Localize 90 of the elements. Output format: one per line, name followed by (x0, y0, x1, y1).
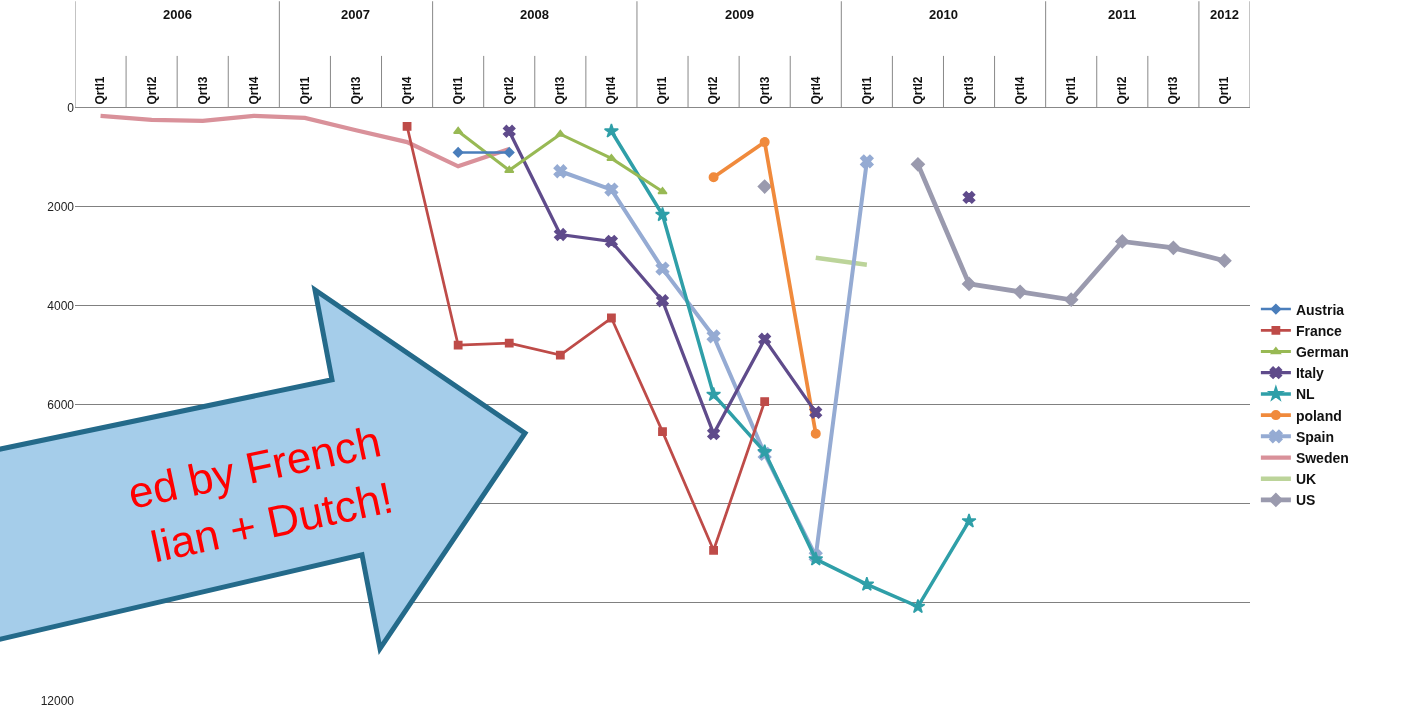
point (504, 338, 514, 348)
category-label: 2007 (341, 7, 370, 22)
point (553, 228, 567, 241)
category-label: Qrtl3 (195, 76, 210, 105)
category-label: Qrtl1 (1217, 76, 1232, 105)
point (657, 186, 668, 195)
point (860, 154, 874, 169)
category-label: Qrtl2 (502, 76, 517, 105)
category-label: Qrtl1 (451, 76, 466, 105)
category-label: Qrtl1 (93, 76, 108, 105)
point (757, 179, 772, 194)
category-label: Qrtl4 (808, 76, 823, 105)
point (709, 545, 718, 555)
point (656, 294, 669, 308)
category-label: Qrtl3 (1166, 76, 1181, 105)
category-label: Qrtl2 (1115, 76, 1130, 105)
category-label: Qrtl3 (348, 76, 363, 105)
point (607, 313, 616, 323)
legend-label: UK (1295, 471, 1317, 488)
point (706, 386, 722, 402)
point (553, 164, 568, 179)
point (707, 427, 720, 441)
category-label: Qrtl1 (297, 76, 312, 105)
point (1166, 240, 1181, 255)
point (910, 598, 926, 614)
point (758, 332, 772, 346)
category-label: Qrtl3 (757, 76, 772, 105)
point (606, 153, 617, 162)
point (452, 147, 464, 158)
y-tick-label: 12000 (40, 694, 75, 709)
point (859, 576, 875, 591)
point (555, 129, 566, 137)
legend-label: Spain (1295, 428, 1334, 445)
point (759, 137, 770, 148)
category-label: Qrtl2 (910, 76, 925, 105)
point (961, 513, 977, 528)
legend-label: US (1295, 492, 1316, 509)
point (503, 147, 515, 158)
category-label: Qrtl1 (859, 76, 874, 105)
legend-label: France (1295, 322, 1342, 339)
point (810, 428, 821, 439)
point (760, 397, 770, 406)
legend-label: poland (1295, 407, 1342, 424)
category-label: 2006 (163, 7, 192, 22)
point (809, 406, 823, 419)
point (1115, 234, 1130, 249)
point (605, 235, 618, 248)
legend-label: German (1295, 343, 1349, 360)
point (555, 350, 565, 360)
category-label: Qrtl3 (961, 76, 976, 105)
category-label: Qrtl2 (144, 76, 159, 105)
category-label: Qrtl4 (246, 76, 261, 105)
point (504, 165, 515, 173)
y-tick-label: 0 (67, 101, 75, 116)
point (604, 182, 619, 197)
point (1013, 284, 1028, 299)
category-label: Qrtl4 (1013, 76, 1028, 105)
y-tick-label: 4000 (47, 298, 75, 313)
point (962, 191, 976, 204)
category-label: Qrtl3 (553, 76, 568, 105)
point (961, 276, 977, 291)
category-label: 2012 (1210, 7, 1239, 22)
category-label: 2008 (520, 7, 549, 22)
category-label: 2009 (725, 7, 754, 22)
legend-label: Austria (1295, 301, 1345, 318)
point (708, 172, 719, 183)
legend-label: Sweden (1295, 449, 1349, 466)
y-tick-label: 2000 (47, 200, 75, 215)
point (655, 261, 670, 276)
point (654, 206, 671, 222)
point (453, 126, 464, 134)
legend-label: Italy (1295, 365, 1325, 382)
category-label: Qrtl4 (399, 76, 414, 105)
category-label: 2011 (1108, 7, 1137, 22)
point (453, 340, 463, 350)
category-label: Qrtl2 (706, 76, 721, 105)
y-tick-label: 6000 (47, 397, 75, 412)
point (402, 121, 412, 131)
category-label: 2010 (929, 7, 958, 22)
point (1217, 253, 1232, 268)
point (502, 124, 516, 138)
point (910, 157, 925, 172)
category-label: Qrtl1 (655, 76, 670, 105)
legend-label: NL (1295, 386, 1315, 403)
category-label: Qrtl1 (1064, 76, 1079, 105)
category-label: Qrtl4 (604, 76, 619, 105)
point (658, 427, 667, 437)
point (1064, 292, 1079, 307)
point (706, 329, 721, 344)
point (603, 123, 619, 138)
